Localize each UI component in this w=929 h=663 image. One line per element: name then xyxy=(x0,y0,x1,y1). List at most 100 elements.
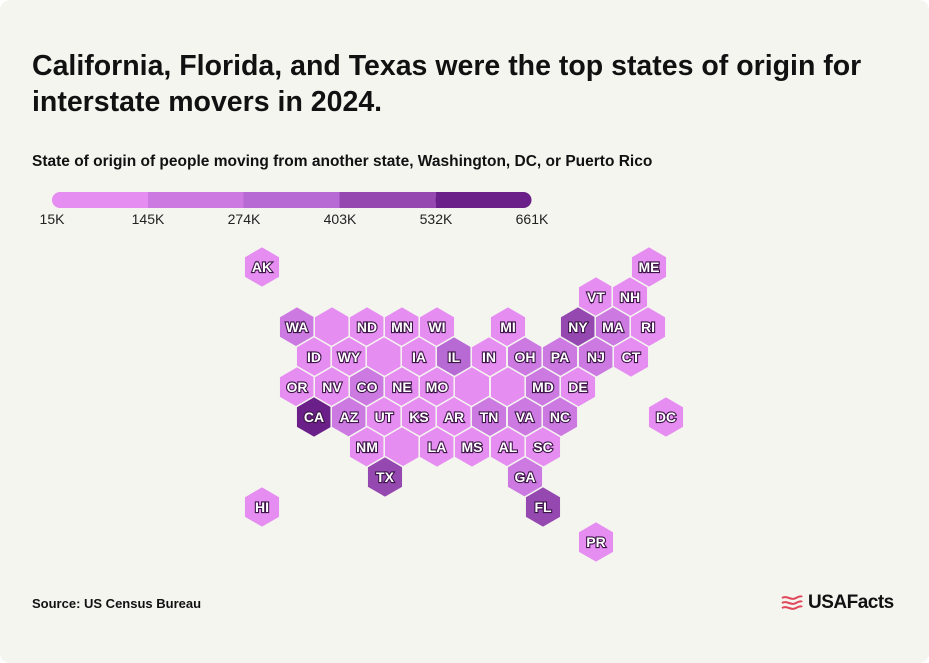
state-tile-va[interactable]: VA xyxy=(506,395,544,439)
state-tile-ny[interactable]: NY xyxy=(559,305,597,349)
state-label: OR xyxy=(287,379,308,395)
usafacts-flag-icon xyxy=(781,595,803,610)
state-label: RI xyxy=(641,319,655,335)
state-hexagon xyxy=(366,455,404,499)
state-label: AR xyxy=(444,409,464,425)
state-label: VT xyxy=(587,289,605,305)
state-label: MO xyxy=(426,379,449,395)
legend-tick-label: 274K xyxy=(228,211,261,227)
state-label: IA xyxy=(412,349,426,365)
state-hexagon xyxy=(630,245,668,289)
state-label: AK xyxy=(252,259,272,275)
state-label: UT xyxy=(375,409,394,425)
state-label: WA xyxy=(286,319,309,335)
chart-title: California, Florida, and Texas were the … xyxy=(32,50,862,118)
state-tile-ks[interactable]: KS xyxy=(400,395,438,439)
state-hexagon xyxy=(243,485,281,529)
state-tile-mo[interactable]: MO xyxy=(418,365,456,409)
state-tile-ma[interactable]: MA xyxy=(594,305,632,349)
state-tile-az[interactable]: AZ xyxy=(330,395,368,439)
state-label: IL xyxy=(448,349,461,365)
state-label: NV xyxy=(322,379,342,395)
legend-tick-label: 15K xyxy=(40,211,66,227)
state-tile-or[interactable]: OR xyxy=(278,365,316,409)
state-label: NC xyxy=(550,409,570,425)
state-tile-ia[interactable]: IA xyxy=(400,335,438,379)
state-tile-mi[interactable]: MI xyxy=(489,305,527,349)
legend-swatch-0 xyxy=(52,192,149,208)
state-label: TX xyxy=(376,469,395,485)
brand-name: USAFacts xyxy=(808,592,894,613)
legend-swatch-4 xyxy=(435,192,532,208)
state-label: NY xyxy=(568,319,588,335)
state-label: MA xyxy=(602,319,624,335)
state-tile-nv[interactable]: NV xyxy=(313,365,351,409)
state-label: KS xyxy=(409,409,428,425)
state-label: FL xyxy=(534,499,552,515)
state-tile-nj[interactable]: NJ xyxy=(577,335,615,379)
state-tile-me[interactable]: ME xyxy=(630,245,668,289)
state-tile-il[interactable]: IL xyxy=(435,335,473,379)
state-tile-md[interactable]: MD xyxy=(524,365,562,409)
state-tile-fl[interactable]: FL xyxy=(524,485,562,529)
state-label: WI xyxy=(428,319,445,335)
state-tile-al[interactable]: AL xyxy=(489,425,527,469)
state-tile-de[interactable]: DE xyxy=(559,365,597,409)
state-tile-ar[interactable]: AR xyxy=(435,395,473,439)
legend-swatch-3 xyxy=(339,192,437,208)
state-tile-ak[interactable]: AK xyxy=(243,245,281,289)
legend-tick-label: 532K xyxy=(420,211,453,227)
brand-logo[interactable]: USAFacts xyxy=(780,592,894,614)
state-label: HI xyxy=(255,499,269,515)
state-tile-ri[interactable]: RI xyxy=(629,305,667,349)
state-hexagon xyxy=(647,395,685,439)
legend-swatch-2 xyxy=(243,192,341,208)
state-tile-nm[interactable]: NM xyxy=(348,425,386,469)
state-tile-ca[interactable]: CA xyxy=(295,395,333,439)
state-label: MI xyxy=(500,319,516,335)
state-label: DE xyxy=(568,379,587,395)
state-label: CT xyxy=(622,349,641,365)
state-label: LA xyxy=(428,439,447,455)
state-hexagon xyxy=(243,245,281,289)
state-label: AZ xyxy=(340,409,359,425)
state-label: OH xyxy=(515,349,536,365)
state-tile-dc[interactable]: DC xyxy=(647,395,685,439)
state-tile-wy[interactable]: WY xyxy=(330,335,368,379)
state-label: MN xyxy=(391,319,413,335)
state-tile-vt[interactable]: VT xyxy=(577,275,615,319)
state-hexagon xyxy=(524,485,562,529)
state-label: VA xyxy=(516,409,534,425)
state-label: WY xyxy=(338,349,361,365)
state-label: MD xyxy=(532,379,554,395)
legend-tick-label: 661K xyxy=(516,211,549,227)
state-label: PA xyxy=(551,349,569,365)
state-tile-tx[interactable]: TX xyxy=(366,455,404,499)
chart-subtitle: State of origin of people moving from an… xyxy=(32,153,653,170)
state-label: SC xyxy=(533,439,552,455)
state-label: NJ xyxy=(587,349,605,365)
state-hexagon xyxy=(612,335,650,379)
state-tile-ut[interactable]: UT xyxy=(365,395,403,439)
state-hexagon xyxy=(577,520,615,564)
state-tile-nc[interactable]: NC xyxy=(541,395,579,439)
state-label: NH xyxy=(620,289,640,305)
state-tile-la[interactable]: LA xyxy=(418,425,456,469)
state-label: MS xyxy=(462,439,483,455)
state-label: GA xyxy=(515,469,536,485)
state-label: NM xyxy=(356,439,378,455)
state-tile-pr[interactable]: PR xyxy=(577,520,615,564)
state-label: NE xyxy=(392,379,411,395)
state-label: ID xyxy=(307,349,321,365)
state-tile-ne[interactable]: NE xyxy=(383,365,421,409)
state-tile-hi[interactable]: HI xyxy=(243,485,281,529)
state-tile-ct[interactable]: CT xyxy=(612,335,650,379)
state-label: TN xyxy=(480,409,499,425)
legend-tick-label: 403K xyxy=(324,211,357,227)
source-note: Source: US Census Bureau xyxy=(32,596,202,611)
state-label: ND xyxy=(357,319,377,335)
state-tile-nd[interactable]: ND xyxy=(348,305,386,349)
state-tile-ga[interactable]: GA xyxy=(506,455,544,499)
state-tile-nh[interactable]: NH xyxy=(611,275,649,319)
